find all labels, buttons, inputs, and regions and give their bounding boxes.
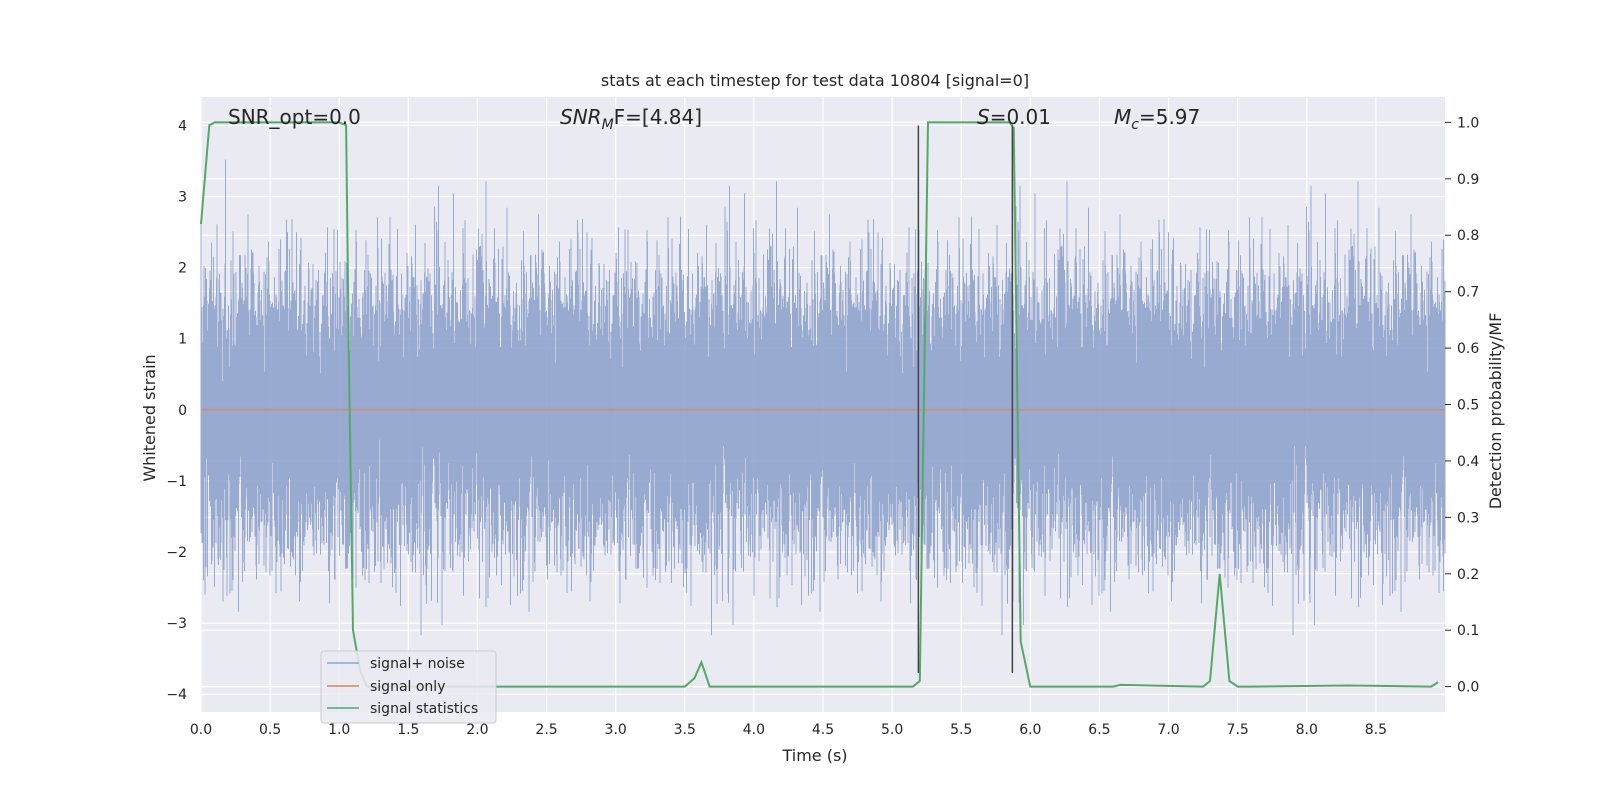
x-axis-label: Time (s) <box>781 746 847 765</box>
noise-trace <box>200 159 1446 636</box>
y-tick-label: 2 <box>178 261 187 277</box>
y-tick-label: 0 <box>178 403 187 419</box>
annotation-snr-opt: SNR_opt=0.0 <box>228 105 361 129</box>
y-axis-ticks: 4 3 2 1 0 −1 −2 −3 −4 <box>166 118 187 703</box>
annotation-snr-mf: SNRMF=[4.84] <box>560 105 702 133</box>
x-tick-label: 3.5 <box>674 722 696 738</box>
y2-tick-label: 0.1 <box>1457 623 1479 639</box>
y-tick-label: 3 <box>178 190 187 206</box>
y2-tick-label: 0.8 <box>1457 228 1479 244</box>
y-tick-label: 4 <box>178 118 187 134</box>
y-axis-label: Whitened strain <box>140 354 159 481</box>
x-tick-label: 0.5 <box>259 722 281 738</box>
y-tick-label: −3 <box>166 616 187 632</box>
y2-tick-label: 0.5 <box>1457 398 1479 414</box>
y2-axis-ticks: 1.0 0.9 0.8 0.7 0.6 0.5 0.4 0.3 0.2 0.1 0.0 <box>1445 115 1479 696</box>
annotation-mc: Mc=5.97 <box>1114 105 1200 133</box>
x-tick-label: 0.0 <box>190 722 212 738</box>
series-signal-noise <box>200 159 1446 636</box>
x-tick-label: 5.0 <box>881 722 903 738</box>
x-tick-label: 7.0 <box>1157 722 1179 738</box>
y-tick-label: 1 <box>178 332 187 348</box>
statistics-line <box>200 121 1439 688</box>
y2-tick-label: 0.6 <box>1457 341 1479 357</box>
y2-tick-label: 0.2 <box>1457 567 1479 583</box>
x-tick-label: 4.0 <box>743 722 765 738</box>
y2-tick-label: 0.3 <box>1457 510 1479 526</box>
legend: signal+ noise signal only signal statist… <box>320 650 497 724</box>
x-tick-label: 1.5 <box>397 722 419 738</box>
x-tick-label: 7.5 <box>1227 722 1249 738</box>
x-tick-label: 5.5 <box>950 722 972 738</box>
x-tick-label: 8.5 <box>1365 722 1387 738</box>
x-axis-ticks: 0.0 0.5 1.0 1.5 2.0 2.5 3.0 3.5 4.0 4.5 5.0 5.5 6.0 6… <box>190 722 1387 738</box>
x-tick-label: 6.0 <box>1019 722 1041 738</box>
series-signal-statistics <box>200 121 1439 688</box>
x-tick-label: 4.5 <box>812 722 834 738</box>
legend-box <box>320 650 497 724</box>
y-tick-label: −2 <box>166 545 187 561</box>
x-tick-label: 6.5 <box>1088 722 1110 738</box>
y2-axis-label: Detection probability/MF <box>1486 313 1505 510</box>
x-tick-label: 1.0 <box>328 722 350 738</box>
y-tick-label: −1 <box>166 474 187 490</box>
legend-label-noise: signal+ noise <box>370 656 465 672</box>
x-tick-label: 3.0 <box>605 722 627 738</box>
chart-title: stats at each timestep for test data 108… <box>601 71 1029 90</box>
legend-label-signal-only: signal only <box>370 679 445 695</box>
y2-tick-label: 1.0 <box>1457 115 1479 131</box>
x-tick-label: 8.0 <box>1296 722 1318 738</box>
annotation-s: S=0.01 <box>977 105 1051 129</box>
y2-tick-label: 0.7 <box>1457 285 1479 301</box>
y2-tick-label: 0.4 <box>1457 454 1479 470</box>
x-tick-label: 2.0 <box>466 722 488 738</box>
vertical-markers <box>917 125 1014 673</box>
y2-tick-label: 0.9 <box>1457 172 1479 188</box>
y2-tick-label: 0.0 <box>1457 680 1479 696</box>
y-tick-label: −4 <box>166 687 187 703</box>
legend-label-statistics: signal statistics <box>370 701 478 717</box>
x-tick-label: 2.5 <box>535 722 557 738</box>
